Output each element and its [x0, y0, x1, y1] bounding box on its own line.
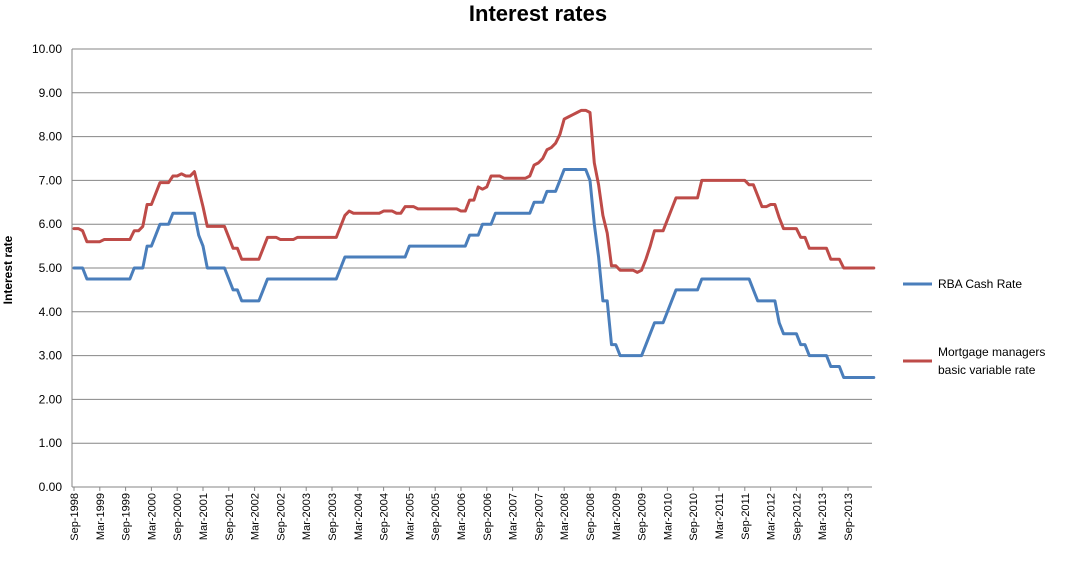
x-tick-label: Sep-2009: [637, 493, 649, 541]
x-tick-label: Mar-1999: [95, 493, 107, 540]
x-tick-label: Sep-2004: [379, 493, 391, 541]
series-line-mortgage-managers-rate: [72, 108, 876, 274]
x-tick-label: Sep-2000: [172, 493, 184, 541]
y-tick-label: 3.00: [39, 349, 63, 363]
x-tick-label: Mar-2010: [662, 493, 674, 540]
y-axis-label: Interest rate: [1, 235, 15, 304]
x-axis-ticks: Sep-1998 Mar-1999 Sep-1999 Mar-2000 Sep-2000…: [69, 487, 855, 541]
x-tick-label: Mar-2003: [301, 493, 313, 540]
x-tick-label: Mar-2004: [353, 493, 365, 540]
x-tick-label: Sep-1998: [69, 493, 81, 541]
y-tick-label: 4.00: [39, 305, 63, 319]
x-tick-label: Mar-2013: [817, 493, 829, 540]
y-tick-label: 6.00: [39, 217, 63, 231]
x-tick-label: Sep-2011: [740, 493, 752, 540]
y-tick-label: 1.00: [39, 436, 63, 450]
legend: RBA Cash Rate Mortgage managers basic vari…: [903, 277, 1045, 377]
y-tick-label: 5.00: [39, 261, 63, 275]
x-tick-label: Sep-2008: [585, 493, 597, 541]
y-tick-label: 7.00: [39, 173, 63, 187]
y-tick-label: 10.00: [32, 42, 62, 56]
x-tick-label: Sep-2001: [224, 493, 236, 541]
x-tick-label: Sep-2007: [533, 493, 545, 541]
x-tick-label: Mar-2000: [146, 493, 158, 540]
x-tick-label: Mar-2001: [198, 493, 210, 540]
x-tick-label: Sep-2003: [327, 493, 339, 541]
x-tick-label: Sep-2002: [275, 493, 287, 541]
x-tick-label: Sep-2006: [482, 493, 494, 541]
x-tick-label: Mar-2007: [508, 493, 520, 540]
x-tick-label: Sep-2010: [688, 493, 700, 541]
y-tick-label: 8.00: [39, 130, 63, 144]
x-tick-label: Sep-2013: [843, 493, 855, 541]
x-tick-label: Sep-1999: [121, 493, 133, 541]
gridlines: [71, 48, 872, 488]
legend-label: RBA Cash Rate: [938, 277, 1022, 291]
y-tick-label: 2.00: [39, 392, 63, 406]
x-tick-label: Mar-2008: [559, 493, 571, 540]
series-lines: [72, 108, 876, 379]
x-tick-label: Mar-2011: [714, 493, 726, 539]
x-tick-label: Sep-2005: [430, 493, 442, 541]
x-tick-label: Mar-2012: [766, 493, 778, 540]
x-tick-label: Mar-2006: [456, 493, 468, 540]
x-tick-label: Sep-2012: [791, 493, 803, 541]
series-line-rba-cash-rate: [72, 167, 876, 379]
chart-title: Interest rates: [469, 1, 607, 26]
y-tick-label: 0.00: [39, 480, 63, 494]
x-tick-label: Mar-2002: [250, 493, 262, 540]
x-tick-label: Mar-2009: [611, 493, 623, 540]
legend-label: Mortgage managers basic variable rate: [938, 345, 1045, 377]
y-axis-ticks: 0.00 1.00 2.00 3.00 4.00 5.00 6.00 7.00 8.00 9.00…: [32, 42, 62, 494]
y-tick-label: 9.00: [39, 86, 63, 100]
x-tick-label: Mar-2005: [404, 493, 416, 540]
